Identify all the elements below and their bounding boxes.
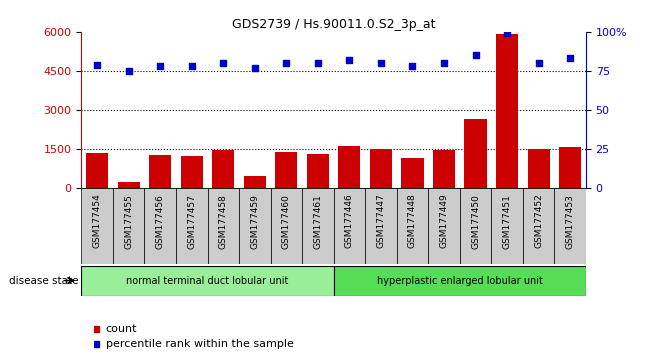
Point [218,60,229,66]
Text: GSM177452: GSM177452 [534,194,543,249]
Bar [527,149,549,188]
Bar [176,188,208,264]
Bar [496,34,518,188]
Point [281,60,292,66]
Bar [559,147,581,188]
Bar [275,152,298,188]
Bar [465,119,486,188]
Text: GSM177460: GSM177460 [282,194,291,249]
Bar [333,188,365,264]
Bar [239,188,271,264]
Text: GSM177453: GSM177453 [566,194,575,249]
Point [187,63,197,69]
Bar [339,146,361,188]
Point [408,63,418,69]
Title: GDS2739 / Hs.90011.0.S2_3p_at: GDS2739 / Hs.90011.0.S2_3p_at [232,18,436,31]
Bar [86,153,108,188]
Text: GSM177456: GSM177456 [156,194,165,249]
Point [344,57,355,63]
Text: GSM177446: GSM177446 [345,194,354,249]
Bar [271,188,302,264]
Point [439,60,449,66]
Text: GSM177451: GSM177451 [503,194,512,249]
Text: GSM177448: GSM177448 [408,194,417,249]
Bar [492,188,523,264]
Bar [460,188,492,264]
Bar [113,188,145,264]
Bar [208,188,239,264]
Bar [302,188,333,264]
Text: count: count [105,324,137,334]
Text: percentile rank within the sample: percentile rank within the sample [105,339,294,349]
Text: hyperplastic enlarged lobular unit: hyperplastic enlarged lobular unit [377,275,543,286]
Bar [181,156,202,188]
Bar [428,188,460,264]
Text: GSM177461: GSM177461 [313,194,322,249]
Text: disease state: disease state [8,276,78,286]
Text: normal terminal duct lobular unit: normal terminal duct lobular unit [126,275,288,286]
Text: GSM177449: GSM177449 [439,194,449,249]
Bar [307,154,329,188]
Bar [370,149,392,188]
Bar [402,158,424,188]
Point [565,56,575,61]
Bar [118,182,140,188]
Point [249,65,260,70]
Point [376,60,386,66]
Bar [555,188,586,264]
Bar [523,188,555,264]
Text: GSM177455: GSM177455 [124,194,133,249]
Text: GSM177450: GSM177450 [471,194,480,249]
Text: GSM177458: GSM177458 [219,194,228,249]
Bar [433,150,455,188]
Point [124,68,134,74]
Bar [81,266,333,296]
Text: GSM177459: GSM177459 [250,194,259,249]
Point [155,63,165,69]
Bar [333,266,586,296]
Text: GSM177457: GSM177457 [187,194,196,249]
Bar [212,150,234,188]
Bar [365,188,396,264]
Point [92,62,102,67]
Point [312,60,323,66]
Bar [396,188,428,264]
Bar [149,155,171,188]
Point [533,60,544,66]
Text: GSM177447: GSM177447 [376,194,385,249]
Point [470,52,480,58]
Text: GSM177454: GSM177454 [92,194,102,249]
Bar [145,188,176,264]
Bar [81,188,113,264]
Bar [243,176,266,188]
Point [502,30,512,36]
